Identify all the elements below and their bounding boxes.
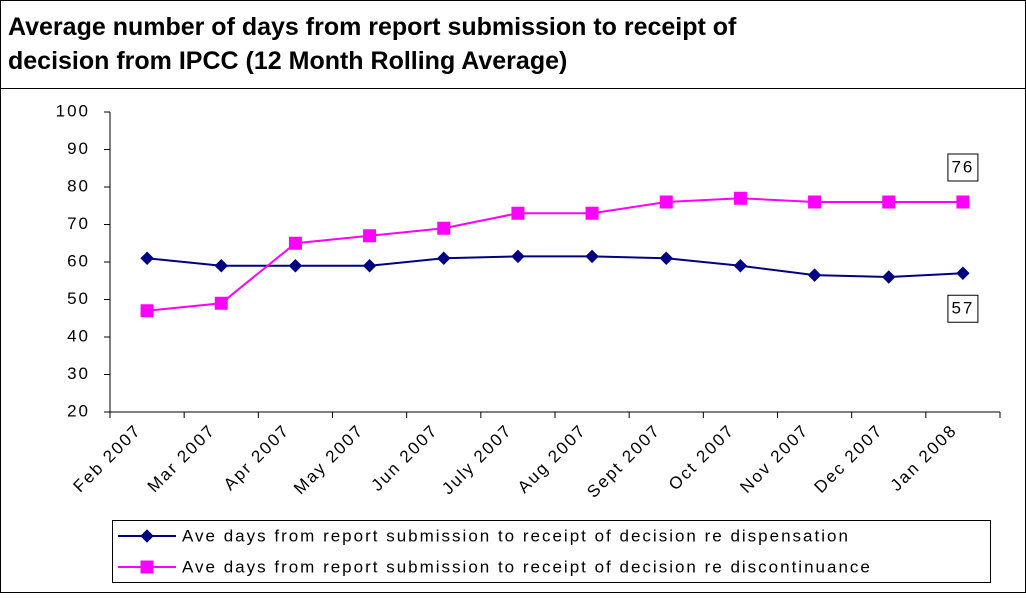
point	[882, 195, 896, 209]
line	[146, 255, 963, 279]
point	[140, 560, 154, 574]
point	[362, 259, 377, 273]
point	[140, 529, 154, 543]
point	[956, 266, 970, 280]
data-label: 76	[951, 157, 974, 176]
y-tick-label: 50	[67, 289, 90, 308]
legend-label: Ave days from report submission to recei…	[182, 557, 872, 576]
point	[214, 259, 228, 273]
y-tick-label: 100	[56, 101, 90, 120]
point	[733, 191, 747, 205]
line	[146, 197, 963, 312]
y-tick-label: 60	[67, 251, 90, 270]
point	[437, 251, 451, 265]
point	[437, 221, 451, 235]
data-label: 57	[951, 299, 974, 318]
point	[585, 249, 599, 264]
point	[733, 259, 748, 273]
point	[956, 195, 970, 209]
chart-title: Average number of days from report submi…	[8, 13, 737, 75]
y-tick-label: 20	[67, 401, 90, 420]
y-tick-label: 70	[67, 214, 90, 233]
point	[140, 304, 154, 318]
point	[659, 251, 673, 265]
point	[511, 249, 525, 264]
data-label-box	[947, 294, 979, 323]
point	[807, 268, 822, 282]
y-tick-label: 90	[67, 139, 90, 158]
y-tick-label: 80	[67, 176, 90, 195]
point	[363, 229, 377, 243]
point	[659, 195, 673, 209]
point	[140, 251, 154, 265]
legend-label: Ave days from report submission to recei…	[182, 526, 850, 545]
y-tick-label: 40	[67, 326, 90, 345]
point	[511, 206, 525, 220]
point	[585, 206, 599, 220]
legend-box	[112, 520, 991, 583]
point	[288, 236, 302, 250]
point	[882, 270, 896, 284]
point	[288, 259, 303, 273]
data-label-box	[947, 153, 979, 182]
y-tick-label: 30	[67, 364, 90, 383]
point	[808, 195, 822, 209]
point	[214, 296, 228, 310]
